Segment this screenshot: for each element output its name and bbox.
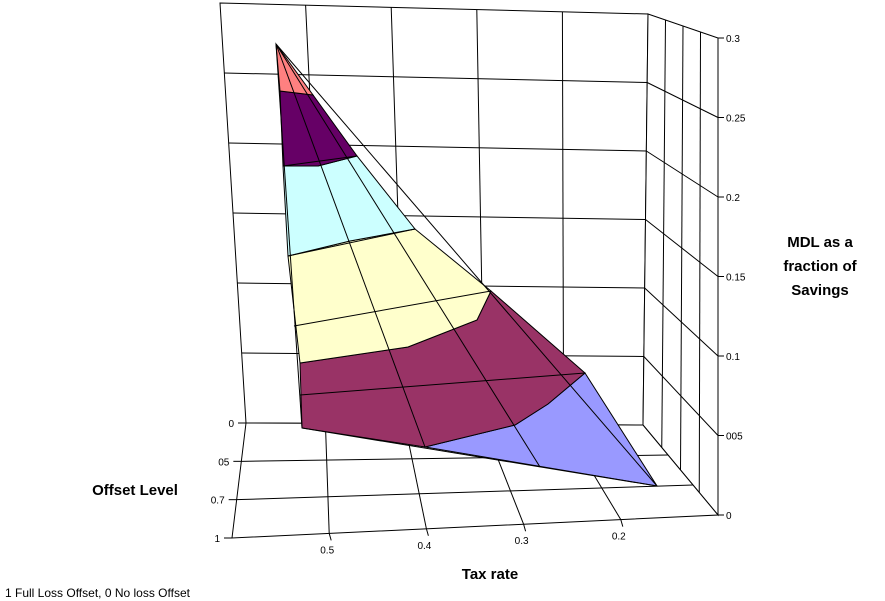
z-axis-title-line: Savings bbox=[791, 282, 849, 299]
tax-tick-label: 0.5 bbox=[320, 545, 334, 556]
tax-tick bbox=[523, 524, 527, 532]
tax-tick-label: 0.4 bbox=[417, 541, 431, 552]
offset-gridline-side bbox=[680, 25, 684, 471]
tax-tick bbox=[425, 528, 429, 536]
tax-tick-label: 0.3 bbox=[515, 536, 529, 547]
z-tick-labels: 0.3 0.25 0.2 0.15 0.1 005 0 bbox=[726, 34, 746, 522]
offset-tick-label: 05 bbox=[218, 457, 230, 468]
footnote: 1 Full Loss Offset, 0 No loss Offset bbox=[5, 586, 191, 600]
tax-gridline-floor bbox=[324, 423, 330, 534]
offset-tick-label: 0.7 bbox=[211, 496, 225, 507]
offset-tick-label: 1 bbox=[214, 534, 220, 545]
offset-axis-title: Offset Level bbox=[92, 482, 178, 499]
z-tick-label: 0.2 bbox=[726, 193, 740, 204]
z-tick-label: 0.25 bbox=[726, 114, 746, 125]
z-tick-label: 0.3 bbox=[726, 34, 740, 45]
tax-axis-title: Tax rate bbox=[462, 566, 518, 583]
offset-gridline-side bbox=[661, 19, 666, 448]
z-tick-label: 0.1 bbox=[726, 352, 740, 363]
tax-tick bbox=[328, 533, 332, 541]
z-axis-title-line: fraction of bbox=[783, 258, 857, 275]
surface-mesh bbox=[275, 43, 658, 487]
z-tick-label: 0 bbox=[726, 511, 732, 522]
offset-gridline-floor bbox=[236, 484, 694, 501]
surface bbox=[275, 42, 659, 487]
tax-tick bbox=[620, 519, 624, 527]
z-tick-label: 005 bbox=[726, 432, 743, 443]
tax-tick-label: 0.2 bbox=[612, 532, 626, 543]
offset-gridline-side bbox=[698, 31, 701, 493]
tax-tick-labels: 0.5 0.4 0.3 0.2 bbox=[320, 532, 626, 557]
z-axis-title: MDL as a fraction of Savings bbox=[783, 234, 857, 299]
z-tick-label: 0.15 bbox=[726, 273, 746, 284]
z-axis-title-line: MDL as a bbox=[787, 234, 853, 251]
offset-tick-labels: 0 05 0.7 1 bbox=[211, 419, 235, 545]
offset-tick-label: 0 bbox=[228, 419, 234, 430]
tick-marks bbox=[224, 37, 724, 541]
